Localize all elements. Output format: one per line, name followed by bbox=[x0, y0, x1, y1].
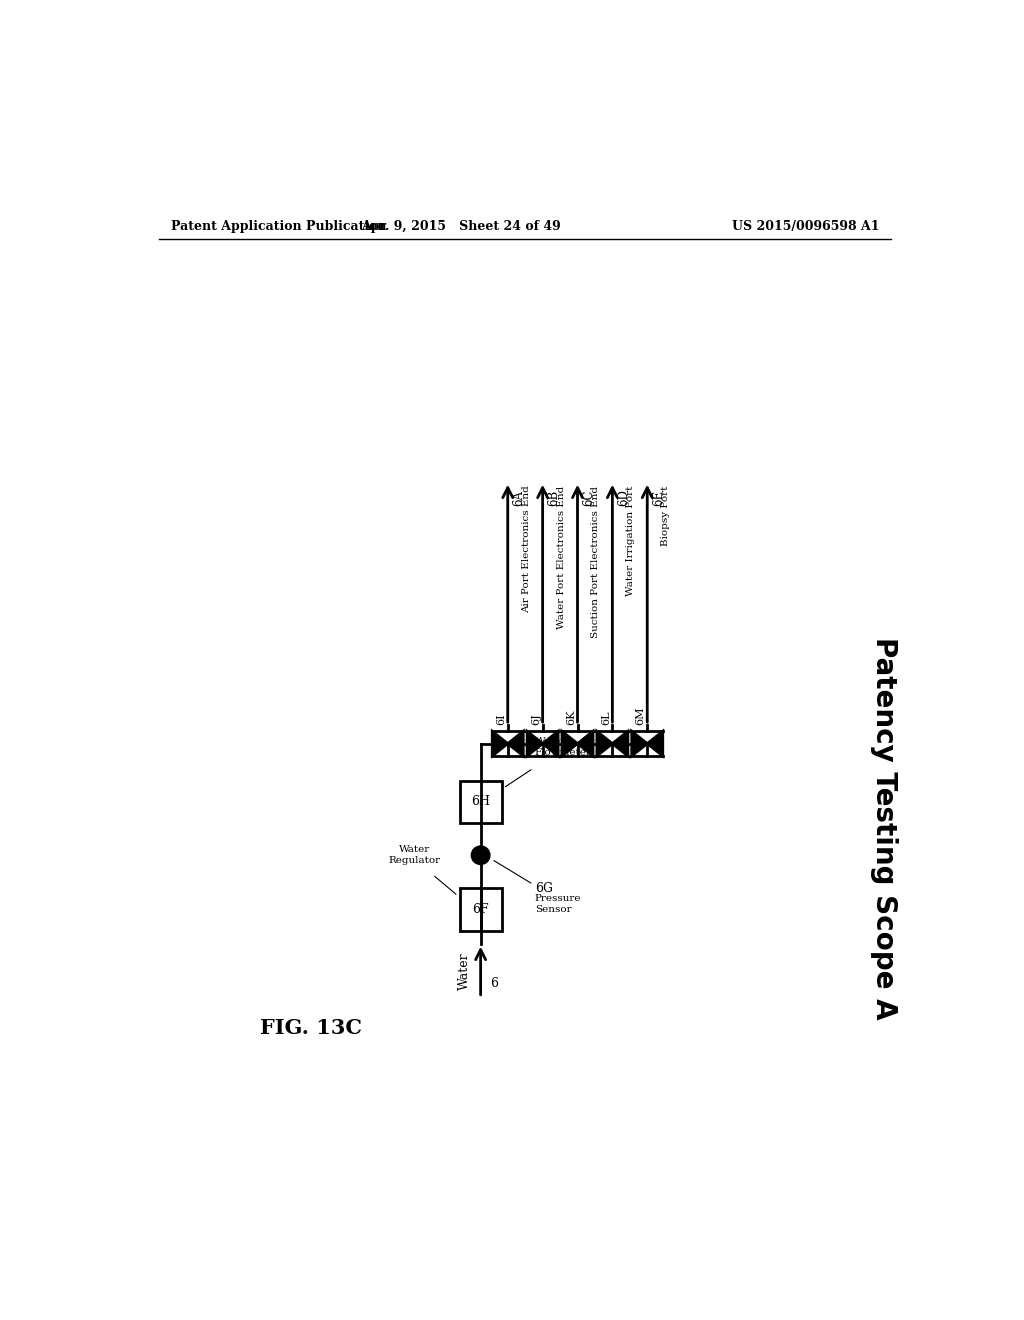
Text: 6H: 6H bbox=[471, 795, 490, 808]
Polygon shape bbox=[578, 731, 593, 756]
Text: 6D: 6D bbox=[617, 490, 630, 507]
Text: 6F: 6F bbox=[472, 903, 488, 916]
Text: 6J: 6J bbox=[531, 713, 541, 725]
Text: Air Port Electronics End: Air Port Electronics End bbox=[521, 486, 530, 614]
Polygon shape bbox=[493, 731, 508, 756]
Polygon shape bbox=[612, 731, 628, 756]
Text: Suction Port Electronics End: Suction Port Electronics End bbox=[592, 486, 600, 638]
Text: 6: 6 bbox=[489, 977, 498, 990]
Text: 6C: 6C bbox=[583, 490, 595, 506]
Text: Water: Water bbox=[459, 952, 471, 990]
Circle shape bbox=[471, 846, 489, 865]
Polygon shape bbox=[647, 731, 663, 756]
Text: Water
Regulator: Water Regulator bbox=[389, 845, 440, 866]
Text: Water Port Electronics End: Water Port Electronics End bbox=[557, 486, 565, 628]
Polygon shape bbox=[543, 731, 558, 756]
Text: 6E: 6E bbox=[652, 490, 665, 506]
Polygon shape bbox=[508, 731, 523, 756]
Text: 6B: 6B bbox=[547, 490, 560, 506]
Text: 6G: 6G bbox=[535, 882, 553, 895]
Polygon shape bbox=[562, 731, 578, 756]
Polygon shape bbox=[632, 731, 647, 756]
Text: Biopsy Port: Biopsy Port bbox=[662, 486, 670, 546]
Text: Water
Flowmeter: Water Flowmeter bbox=[535, 738, 592, 758]
Text: 6M: 6M bbox=[636, 706, 646, 725]
Polygon shape bbox=[597, 731, 612, 756]
Text: 6I: 6I bbox=[497, 714, 506, 725]
Text: Water Irrigation Port: Water Irrigation Port bbox=[627, 486, 635, 597]
Text: Apr. 9, 2015   Sheet 24 of 49: Apr. 9, 2015 Sheet 24 of 49 bbox=[361, 219, 561, 232]
Text: FIG. 13C: FIG. 13C bbox=[260, 1019, 361, 1039]
Polygon shape bbox=[527, 731, 543, 756]
Text: 6L: 6L bbox=[601, 710, 611, 725]
Text: US 2015/0096598 A1: US 2015/0096598 A1 bbox=[732, 219, 880, 232]
Text: Pressure
Sensor: Pressure Sensor bbox=[535, 894, 582, 913]
Text: 6A: 6A bbox=[512, 490, 525, 506]
Text: Patency Testing Scope A: Patency Testing Scope A bbox=[869, 638, 898, 1019]
Bar bbox=[460, 888, 503, 931]
Text: 6K: 6K bbox=[566, 710, 575, 725]
Bar bbox=[460, 780, 503, 822]
Text: Patent Application Publication: Patent Application Publication bbox=[171, 219, 386, 232]
